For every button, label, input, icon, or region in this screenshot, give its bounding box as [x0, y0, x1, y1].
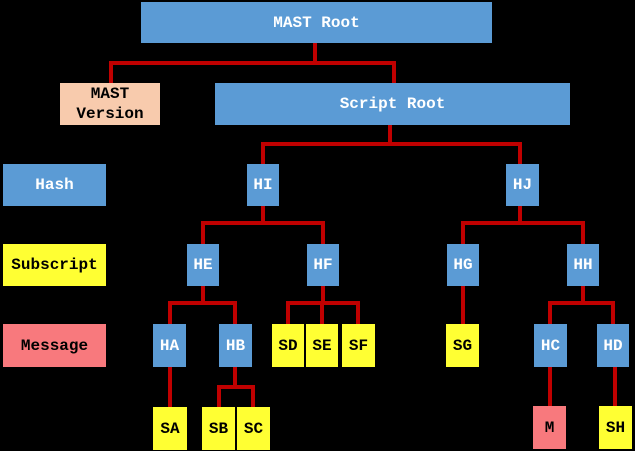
connector [461, 221, 465, 244]
connector [518, 206, 522, 225]
node-m: M [533, 406, 566, 449]
node-sg: SG [446, 324, 479, 367]
connector [217, 385, 221, 407]
connector [251, 385, 255, 407]
connector [321, 221, 325, 244]
node-he: HE [187, 244, 219, 286]
connector [321, 286, 325, 305]
connector [581, 286, 585, 305]
connector [168, 301, 172, 324]
connector [392, 61, 396, 83]
node-hh: HH [567, 244, 599, 286]
node-sf: SF [342, 324, 375, 367]
legend-hash: Hash [3, 164, 106, 206]
connector [313, 43, 317, 63]
connector [613, 367, 617, 406]
connector [109, 61, 396, 65]
node-mast-root: MAST Root [141, 2, 492, 43]
connector [201, 221, 325, 225]
node-hj: HJ [506, 164, 539, 206]
node-hf: HF [307, 244, 339, 286]
legend-message: Message [3, 324, 106, 367]
node-sd: SD [272, 324, 304, 367]
node-sb: SB [202, 407, 235, 450]
node-sa: SA [153, 407, 187, 450]
connector [518, 142, 522, 164]
connector [168, 367, 172, 407]
node-hc: HC [534, 324, 567, 367]
node-script-root: Script Root [215, 83, 570, 125]
connector [201, 221, 205, 244]
connector [461, 221, 585, 225]
connector [388, 125, 392, 146]
node-hb: HB [219, 324, 252, 367]
connector [581, 221, 585, 244]
connector [261, 142, 522, 146]
legend-subscript: Subscript [3, 244, 106, 286]
connector [356, 301, 360, 324]
node-hg: HG [447, 244, 479, 286]
node-se: SE [306, 324, 338, 367]
connector [201, 286, 205, 305]
connector [461, 286, 465, 324]
connector [261, 142, 265, 164]
connector [548, 367, 552, 406]
node-sh: SH [599, 406, 632, 449]
connector [109, 61, 113, 83]
node-sc: SC [237, 407, 270, 450]
node-hd: HD [597, 324, 629, 367]
connector [168, 301, 237, 305]
connector [233, 301, 237, 324]
connector [286, 301, 290, 324]
node-hi: HI [247, 164, 279, 206]
connector [217, 385, 255, 389]
node-mast-version: MAST Version [60, 83, 160, 125]
connector [548, 301, 552, 324]
connector [261, 206, 265, 225]
connector [611, 301, 615, 324]
connector [320, 301, 324, 324]
connector [548, 301, 615, 305]
connector [233, 367, 237, 387]
node-ha: HA [153, 324, 186, 367]
